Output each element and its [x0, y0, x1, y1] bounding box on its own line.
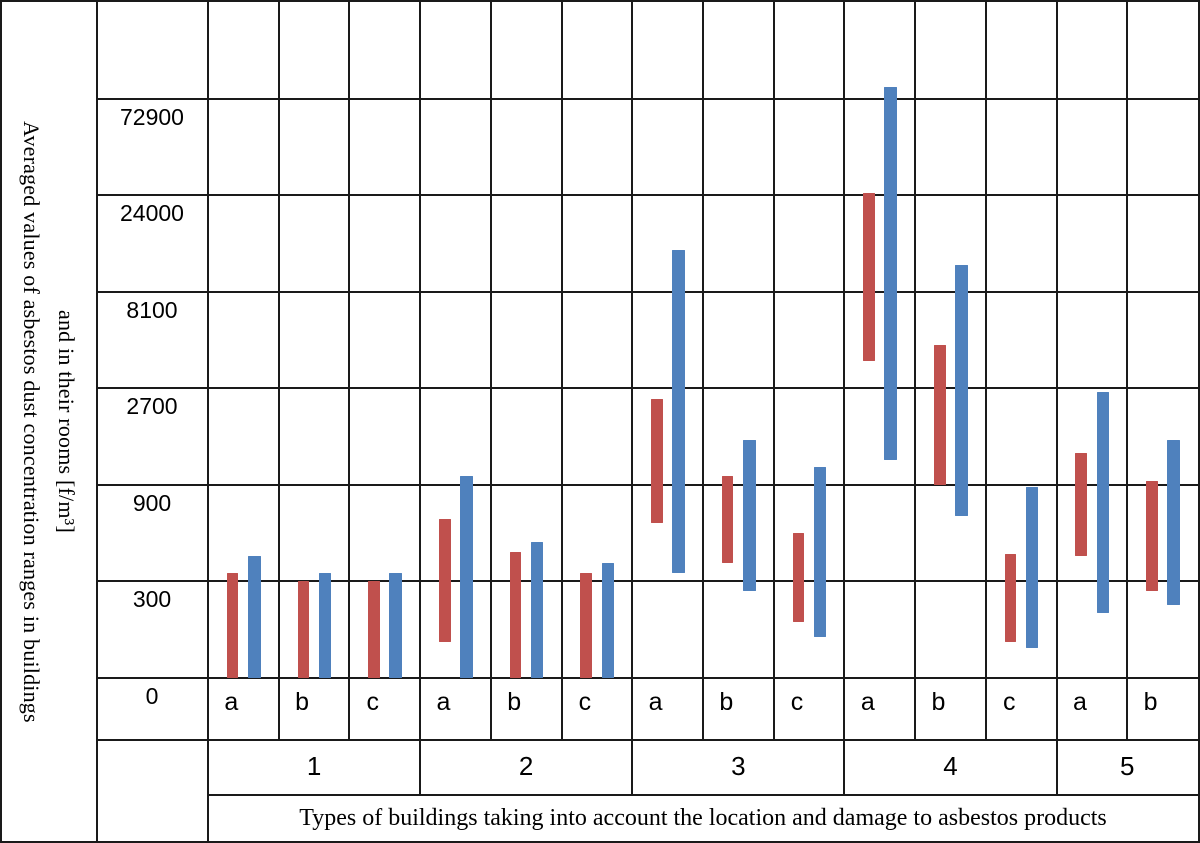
bar-blue-5a — [1096, 391, 1110, 613]
y-tick-label-8100: 8100 — [126, 296, 178, 323]
bar-red-3b — [721, 475, 734, 563]
plot-left-line — [207, 2, 209, 841]
bar-blue-4a — [884, 87, 898, 460]
y-tick-label-2700: 2700 — [126, 393, 178, 420]
bar-blue-3a — [672, 250, 685, 573]
x-category-label-5b: b — [1143, 688, 1158, 716]
column-line-1 — [277, 2, 280, 740]
x-category-label-3c: c — [790, 688, 804, 716]
bar-blue-3c — [813, 467, 827, 637]
column-line-10 — [914, 2, 917, 740]
baseline-gridline — [97, 677, 1198, 679]
x-group-label-4: 4 — [943, 751, 958, 781]
y-tick-label-72900: 72900 — [120, 103, 184, 130]
group-line-3 — [843, 740, 846, 795]
y-tick-label-24000: 24000 — [120, 200, 184, 227]
bar-red-5a — [1075, 452, 1087, 557]
bar-red-1b — [297, 581, 310, 678]
bar-red-4a — [863, 192, 875, 361]
bar-blue-1b — [318, 573, 332, 678]
bar-blue-5b — [1167, 440, 1180, 605]
column-line-4 — [489, 2, 492, 740]
bar-blue-3b — [743, 440, 756, 591]
bar-red-1a — [226, 573, 239, 678]
x-category-label-2a: a — [436, 688, 451, 716]
x-group-label-3: 3 — [731, 751, 746, 781]
bar-red-2b — [509, 551, 522, 678]
y-tick-label-300: 300 — [132, 586, 172, 613]
gridline-h-5 — [97, 194, 1198, 197]
y-tick-label-0: 0 — [145, 683, 159, 709]
column-line-3 — [419, 2, 422, 740]
column-line-12 — [1055, 2, 1058, 740]
category-row-bottom-line — [97, 739, 1198, 741]
gridline-h-1 — [97, 580, 1198, 583]
y-tick-label-900: 900 — [132, 489, 172, 516]
y-axis-title: Averaged values of asbestos dust concent… — [19, 120, 80, 723]
bar-blue-2a — [460, 475, 473, 678]
x-axis-title: Types of buildings taking into account t… — [299, 804, 1107, 831]
group-line-4 — [1055, 740, 1058, 795]
x-category-label-2c: c — [578, 688, 592, 716]
gridline-h-3 — [97, 387, 1198, 390]
gridline-h-6 — [97, 97, 1198, 100]
column-line-7 — [702, 2, 704, 740]
x-group-label-5: 5 — [1120, 751, 1135, 781]
bar-red-3a — [651, 398, 663, 524]
bar-red-3c — [792, 533, 805, 622]
bar-blue-1a — [248, 556, 261, 678]
group-row-bottom-line — [208, 794, 1198, 796]
x-group-label-2: 2 — [518, 751, 534, 781]
bar-red-2a — [438, 519, 451, 643]
bar-blue-2c — [601, 563, 615, 678]
x-category-label-4a: a — [860, 688, 875, 716]
x-category-label-3b: b — [719, 688, 734, 716]
x-category-label-1c: c — [366, 688, 380, 716]
group-line-1 — [419, 740, 422, 795]
bar-blue-4b — [955, 264, 968, 517]
bar-red-4b — [933, 345, 946, 485]
column-line-2 — [348, 2, 351, 740]
group-line-2 — [631, 740, 634, 795]
bar-red-4c — [1004, 554, 1017, 643]
x-category-label-3a: a — [648, 688, 663, 716]
x-category-label-2b: b — [507, 688, 522, 716]
bar-blue-2b — [530, 542, 544, 678]
column-line-13 — [1126, 2, 1129, 740]
x-category-label-4c: c — [1002, 688, 1016, 716]
x-category-label-1b: b — [295, 688, 310, 716]
column-line-6 — [631, 2, 634, 740]
y-axis-title-cell: Averaged values of asbestos dust concent… — [2, 2, 96, 841]
x-category-label-5a: a — [1072, 688, 1087, 716]
bar-red-1c — [368, 581, 380, 678]
x-group-label-1: 1 — [306, 751, 322, 781]
column-line-9 — [843, 2, 846, 740]
column-line-8 — [772, 2, 775, 740]
x-category-label-1a: a — [224, 688, 239, 716]
bar-red-5b — [1146, 481, 1158, 591]
bar-red-2c — [580, 573, 592, 678]
bar-blue-4c — [1025, 486, 1039, 649]
x-category-label-4b: b — [931, 688, 946, 716]
tick-column-left-line — [96, 2, 98, 841]
bar-blue-1c — [389, 573, 403, 678]
column-line-5 — [560, 2, 563, 740]
gridline-h-2 — [97, 483, 1198, 486]
gridline-h-4 — [97, 290, 1198, 293]
column-line-11 — [984, 2, 987, 740]
